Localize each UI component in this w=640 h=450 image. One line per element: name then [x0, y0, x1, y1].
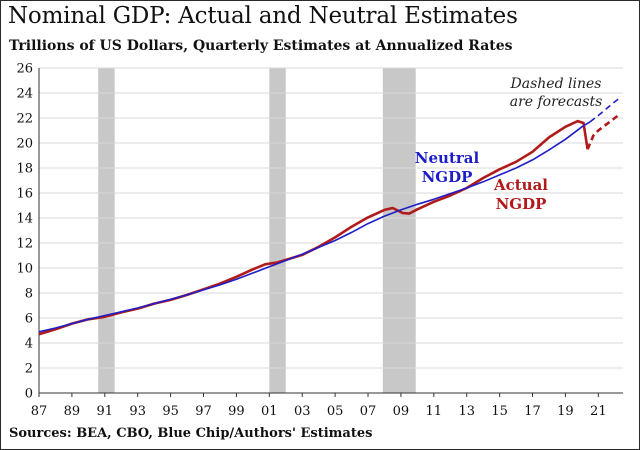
- y-tick-label-6: 6: [25, 312, 33, 327]
- axes: [38, 68, 623, 397]
- x-tick-label-97: 97: [195, 404, 212, 419]
- x-tick-label-21: 21: [590, 404, 607, 419]
- y-tick-label-10: 10: [16, 262, 33, 277]
- neutral-label-line2: NGDP: [422, 168, 473, 186]
- x-tick-label-05: 05: [327, 404, 344, 419]
- x-tick-label-15: 15: [491, 404, 508, 419]
- x-tick-label-95: 95: [162, 404, 179, 419]
- actual-ngdp-forecast-line: [586, 113, 621, 150]
- y-tick-label-2: 2: [25, 362, 33, 377]
- chart-title: Nominal GDP: Actual and Neutral Estimate…: [8, 3, 518, 29]
- x-tick-label-93: 93: [129, 404, 146, 419]
- y-tick-label-16: 16: [16, 187, 33, 202]
- recession-bands: [98, 68, 416, 393]
- y-tick-label-0: 0: [25, 387, 33, 402]
- neutral-label-line1: Neutral: [415, 149, 480, 167]
- actual-label-line2: NGDP: [496, 195, 547, 213]
- y-tick-label-14: 14: [16, 212, 33, 227]
- x-tick-label-87: 87: [31, 404, 48, 419]
- annotations: Neutral NGDP Actual NGDP Dashed lines ar…: [415, 76, 602, 213]
- x-tick-label-11: 11: [426, 404, 443, 419]
- y-tick-label-24: 24: [16, 87, 33, 102]
- x-tick-label-17: 17: [524, 404, 541, 419]
- x-tick-label-19: 19: [557, 404, 574, 419]
- neutral-ngdp-forecast-line: [589, 97, 621, 123]
- y-tick-label-8: 8: [25, 287, 33, 302]
- x-tick-label-01: 01: [261, 404, 278, 419]
- x-tick-label-09: 09: [393, 404, 410, 419]
- y-tick-label-4: 4: [25, 337, 33, 352]
- x-tick-label-89: 89: [64, 404, 81, 419]
- series-lines: [38, 97, 621, 336]
- x-tick-label-99: 99: [228, 404, 245, 419]
- neutral-ngdp-line: [38, 121, 591, 333]
- y-tick-label-18: 18: [16, 162, 33, 177]
- x-tick-label-07: 07: [360, 404, 377, 419]
- y-tick-label-20: 20: [16, 137, 33, 152]
- recession-band-0: [98, 68, 115, 393]
- x-tick-label-91: 91: [97, 404, 114, 419]
- forecast-note-line2: are forecasts: [510, 94, 603, 110]
- y-tick-label-26: 26: [16, 62, 33, 77]
- x-tick-label-03: 03: [294, 404, 311, 419]
- chart-source: Sources: BEA, CBO, Blue Chip/Authors' Es…: [9, 426, 373, 441]
- actual-ngdp-line: [38, 119, 589, 336]
- y-tick-label-12: 12: [16, 237, 33, 252]
- forecast-note-line1: Dashed lines: [510, 76, 602, 92]
- gridlines: [39, 67, 623, 369]
- recession-band-2: [382, 68, 416, 393]
- chart-subtitle: Trillions of US Dollars, Quarterly Estim…: [9, 38, 513, 54]
- y-tick-label-22: 22: [16, 112, 33, 127]
- actual-label-line1: Actual: [493, 176, 548, 194]
- recession-band-1: [269, 68, 286, 393]
- x-tick-label-13: 13: [458, 404, 475, 419]
